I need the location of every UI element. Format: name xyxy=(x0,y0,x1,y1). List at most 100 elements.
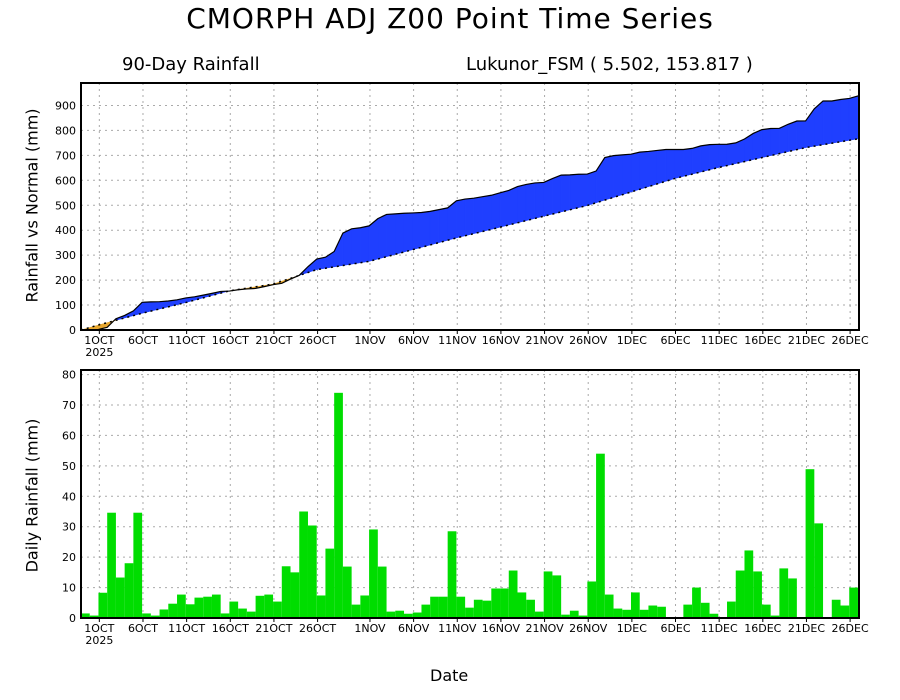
above-normal-area xyxy=(342,228,352,266)
daily-rainfall-bar xyxy=(377,566,387,618)
bottom-y-tick-label: 80 xyxy=(62,369,76,382)
above-normal-area xyxy=(141,301,152,314)
above-normal-area xyxy=(683,148,693,177)
bottom-x-tick-label: 21DEC xyxy=(788,622,825,635)
chart-subtitle-location: Lukunor_FSM ( 5.502, 153.817 ) xyxy=(466,54,753,75)
bottom-plot-frame xyxy=(80,369,860,619)
above-normal-area xyxy=(752,129,763,160)
chart-subtitle-period: 90-Day Rainfall xyxy=(122,54,260,75)
above-normal-area xyxy=(360,225,370,264)
daily-rainfall-bar xyxy=(142,613,151,618)
above-normal-area xyxy=(421,211,431,248)
above-normal-area xyxy=(473,196,483,234)
above-normal-area xyxy=(700,144,710,173)
above-normal-area xyxy=(848,95,859,141)
bottom-x-tick-label: 21OCT xyxy=(255,622,292,635)
daily-rainfall-bar xyxy=(220,613,230,618)
top-y-tick-label: 300 xyxy=(55,249,76,262)
daily-rainfall-bar xyxy=(630,592,640,618)
daily-rainfall-bar xyxy=(290,572,300,618)
daily-rainfall-bar xyxy=(709,613,719,618)
daily-rainfall-bar xyxy=(98,592,108,618)
x-axis-label: Date xyxy=(430,666,469,685)
daily-rainfall-bar xyxy=(508,570,518,618)
above-normal-area xyxy=(499,190,510,228)
above-normal-area xyxy=(351,227,361,265)
above-normal-area xyxy=(639,151,649,190)
top-x-tick-label: 1OCT xyxy=(84,334,114,347)
above-normal-area xyxy=(630,151,640,193)
daily-rainfall-bar xyxy=(849,587,858,618)
daily-rainfall-bar xyxy=(639,609,649,618)
daily-rainfall-bar xyxy=(578,615,588,618)
daily-rainfall-bar xyxy=(273,601,282,618)
above-normal-area xyxy=(840,98,850,143)
above-normal-area xyxy=(508,186,518,226)
bottom-y-tick-label: 0 xyxy=(69,612,76,625)
top-y-tick-label: 400 xyxy=(55,224,76,237)
top-x-tick-label: 16OCT xyxy=(212,334,249,347)
daily-rainfall-bar xyxy=(561,614,570,618)
daily-rainfall-bar xyxy=(177,594,186,618)
above-normal-area xyxy=(552,174,562,215)
daily-rainfall-bar xyxy=(316,595,326,618)
bottom-x-tick-label: 21NOV xyxy=(525,622,564,635)
above-normal-area xyxy=(464,197,475,237)
daily-rainfall-bar xyxy=(395,610,405,618)
top-y-tick-label: 0 xyxy=(69,324,76,337)
daily-rainfall-bar xyxy=(342,566,352,618)
top-x-tick-label: 21OCT xyxy=(255,334,292,347)
daily-rainfall-bar xyxy=(159,609,169,618)
daily-rainfall-bar xyxy=(753,571,762,618)
top-x-tick-label: 21NOV xyxy=(525,334,564,347)
daily-rainfall-bar xyxy=(168,603,178,618)
above-normal-area xyxy=(709,144,719,171)
daily-rainfall-bar xyxy=(622,609,631,618)
bottom-x-tick-label: 6OCT xyxy=(128,622,158,635)
above-normal-area xyxy=(831,99,841,144)
above-normal-area xyxy=(534,182,544,219)
bottom-y-tick-label: 20 xyxy=(62,551,76,564)
bottom-y-tick-label: 50 xyxy=(62,460,76,473)
daily-rainfall-bar xyxy=(482,600,492,618)
daily-rainfall-bar xyxy=(788,578,797,618)
daily-rainfall-bar xyxy=(840,605,850,618)
above-normal-area xyxy=(726,142,736,166)
daily-rainfall-bar xyxy=(543,571,553,618)
top-x-tick-label: 26DEC xyxy=(832,334,869,347)
bottom-x-tick-label: 11DEC xyxy=(701,622,738,635)
daily-rainfall-bar xyxy=(735,570,745,618)
daily-rainfall-bar xyxy=(700,602,710,618)
top-x-tick-label: 16NOV xyxy=(482,334,521,347)
daily-bars-group xyxy=(81,392,859,618)
bottom-y-tick-label: 10 xyxy=(62,582,76,595)
daily-rainfall-bar xyxy=(246,611,256,618)
above-normal-area xyxy=(674,149,684,179)
daily-rainfall-bar xyxy=(526,599,535,618)
daily-rainfall-bar xyxy=(124,563,134,618)
chart-title: CMORPH ADJ Z00 Point Time Series xyxy=(186,2,714,35)
top-y-tick-label: 200 xyxy=(55,274,76,287)
daily-rainfall-bar xyxy=(744,550,754,618)
daily-rainfall-bar xyxy=(386,611,396,618)
above-normal-area xyxy=(456,198,466,239)
above-normal-area xyxy=(656,149,667,185)
above-normal-area xyxy=(604,155,614,201)
above-normal-area xyxy=(569,173,579,211)
bottom-x-tick-label: 1DEC xyxy=(617,622,647,635)
actual-cumulative-line xyxy=(81,95,859,331)
daily-rainfall-bar xyxy=(133,512,143,618)
bottom-y-tick-label: 60 xyxy=(62,429,76,442)
daily-rainfall-bar xyxy=(404,613,413,618)
above-normal-area xyxy=(787,120,798,152)
daily-rainfall-bar xyxy=(692,587,701,618)
bottom-x-tick-year: 2025 xyxy=(85,634,113,647)
daily-rainfall-bar xyxy=(657,606,666,618)
bottom-y-tick-label: 40 xyxy=(62,490,76,503)
daily-rainfall-bar xyxy=(491,588,501,618)
above-normal-area xyxy=(412,212,422,250)
bottom-x-tick-label: 26NOV xyxy=(569,622,608,635)
above-normal-area xyxy=(395,213,405,255)
